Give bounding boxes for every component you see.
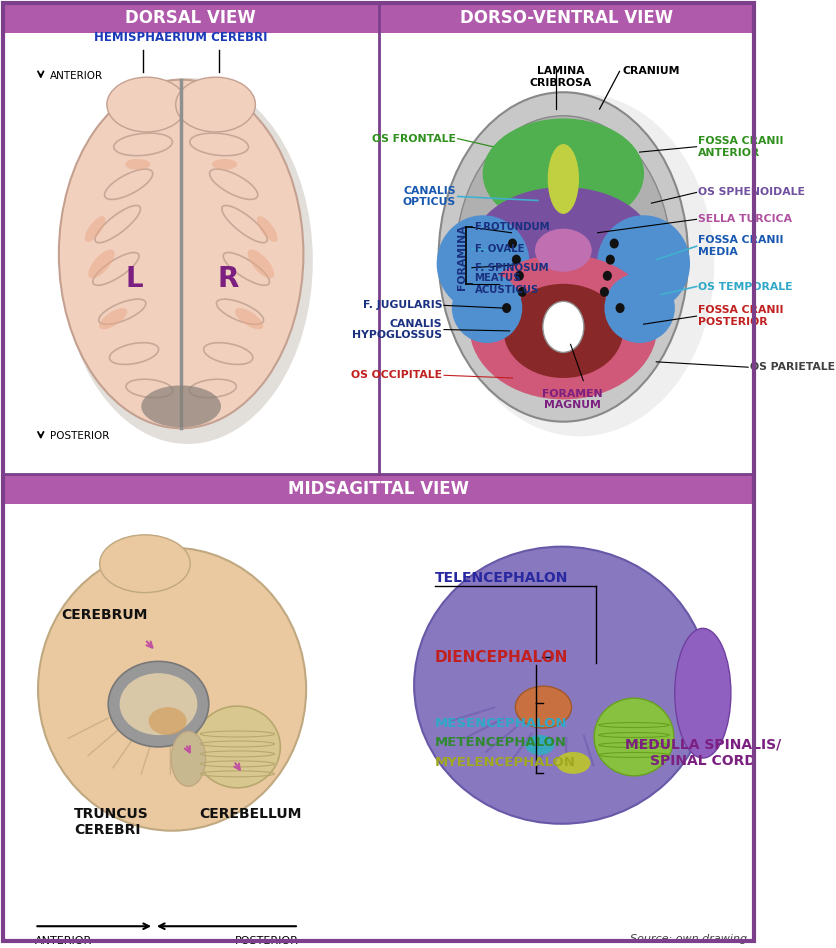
Text: TRUNCUS
CEREBRI: TRUNCUS CEREBRI bbox=[74, 807, 149, 837]
Text: OS OCCIPITALE: OS OCCIPITALE bbox=[351, 371, 442, 380]
Ellipse shape bbox=[107, 77, 186, 132]
Circle shape bbox=[600, 287, 609, 297]
Text: MEDULLA SPINALIS/
SPINAL CORD: MEDULLA SPINALIS/ SPINAL CORD bbox=[624, 738, 781, 768]
Text: MIDSAGITTAL VIEW: MIDSAGITTAL VIEW bbox=[288, 480, 469, 498]
Ellipse shape bbox=[99, 308, 127, 329]
Ellipse shape bbox=[445, 94, 714, 436]
Ellipse shape bbox=[149, 707, 186, 735]
Ellipse shape bbox=[482, 118, 644, 228]
Text: MYELENCEPHALON: MYELENCEPHALON bbox=[435, 757, 576, 770]
Text: MESENCEPHALON: MESENCEPHALON bbox=[435, 717, 568, 730]
Text: CANALIS
HYPOGLOSSUS: CANALIS HYPOGLOSSUS bbox=[352, 319, 442, 340]
Ellipse shape bbox=[525, 735, 554, 755]
Ellipse shape bbox=[62, 78, 313, 444]
Text: DORSAL VIEW: DORSAL VIEW bbox=[125, 9, 256, 27]
Text: METENCEPHALON: METENCEPHALON bbox=[435, 737, 567, 750]
Text: OS SPHENOIDALE: OS SPHENOIDALE bbox=[698, 188, 805, 197]
Ellipse shape bbox=[171, 732, 206, 786]
Circle shape bbox=[515, 271, 524, 281]
Ellipse shape bbox=[439, 92, 688, 422]
Text: CEREBELLUM: CEREBELLUM bbox=[199, 807, 302, 821]
Ellipse shape bbox=[257, 216, 278, 242]
Text: FOSSA CRANII
ANTERIOR: FOSSA CRANII ANTERIOR bbox=[698, 136, 784, 157]
Ellipse shape bbox=[515, 686, 572, 728]
Ellipse shape bbox=[503, 283, 623, 378]
Ellipse shape bbox=[194, 706, 280, 788]
Ellipse shape bbox=[84, 216, 105, 242]
Ellipse shape bbox=[89, 249, 115, 279]
FancyBboxPatch shape bbox=[379, 3, 754, 33]
Ellipse shape bbox=[436, 215, 529, 312]
Circle shape bbox=[508, 239, 517, 248]
Text: Source: own drawing: Source: own drawing bbox=[630, 934, 747, 944]
Circle shape bbox=[502, 303, 511, 313]
Text: CRANIUM: CRANIUM bbox=[622, 66, 680, 77]
Text: FORAMINA: FORAMINA bbox=[457, 224, 467, 290]
Text: OS FRONTALE: OS FRONTALE bbox=[372, 134, 456, 144]
Text: R: R bbox=[217, 264, 239, 293]
Ellipse shape bbox=[675, 629, 731, 758]
Ellipse shape bbox=[548, 144, 579, 214]
FancyBboxPatch shape bbox=[3, 474, 754, 504]
Text: OS PARIETALE: OS PARIETALE bbox=[750, 362, 835, 373]
Text: FOSSA CRANII
POSTERIOR: FOSSA CRANII POSTERIOR bbox=[698, 305, 784, 327]
Text: LAMINA
CRIBROSA: LAMINA CRIBROSA bbox=[529, 66, 592, 87]
Ellipse shape bbox=[597, 215, 690, 312]
Text: POSTERIOR: POSTERIOR bbox=[50, 431, 110, 441]
Ellipse shape bbox=[141, 386, 221, 428]
Text: CANALIS
OPTICUS: CANALIS OPTICUS bbox=[403, 186, 456, 208]
Text: TELENCEPHALON: TELENCEPHALON bbox=[435, 571, 568, 585]
Text: DORSO-VENTRAL VIEW: DORSO-VENTRAL VIEW bbox=[460, 9, 673, 27]
Circle shape bbox=[609, 239, 619, 248]
Text: L: L bbox=[125, 264, 143, 293]
Text: ANTERIOR: ANTERIOR bbox=[50, 71, 103, 81]
Ellipse shape bbox=[473, 187, 654, 305]
Ellipse shape bbox=[543, 301, 584, 353]
Ellipse shape bbox=[176, 77, 256, 132]
Ellipse shape bbox=[247, 249, 274, 279]
Ellipse shape bbox=[604, 273, 675, 343]
Ellipse shape bbox=[414, 547, 709, 824]
Circle shape bbox=[603, 271, 612, 281]
Text: DIENCEPHALON: DIENCEPHALON bbox=[435, 649, 568, 665]
Text: FOSSA CRANII
MEDIA: FOSSA CRANII MEDIA bbox=[698, 235, 784, 257]
Ellipse shape bbox=[235, 308, 263, 329]
Circle shape bbox=[615, 303, 624, 313]
Text: F. JUGULARIS: F. JUGULARIS bbox=[363, 301, 442, 310]
Circle shape bbox=[606, 255, 614, 264]
Ellipse shape bbox=[556, 752, 590, 774]
Ellipse shape bbox=[99, 535, 191, 592]
Ellipse shape bbox=[451, 273, 522, 343]
Text: HEMISPHAERIUM CEREBRI: HEMISPHAERIUM CEREBRI bbox=[94, 31, 268, 45]
FancyBboxPatch shape bbox=[3, 3, 379, 33]
Text: CEREBRUM: CEREBRUM bbox=[62, 608, 148, 622]
Text: FORAMEN
MAGNUM: FORAMEN MAGNUM bbox=[542, 389, 603, 410]
Text: POSTERIOR: POSTERIOR bbox=[235, 937, 299, 946]
Text: F.ROTUNDUM: F.ROTUNDUM bbox=[475, 223, 550, 232]
Ellipse shape bbox=[594, 698, 674, 775]
Text: F. OVALE: F. OVALE bbox=[475, 244, 524, 254]
Ellipse shape bbox=[59, 80, 303, 428]
Ellipse shape bbox=[456, 116, 671, 398]
Text: SELLA TURCICA: SELLA TURCICA bbox=[698, 214, 793, 225]
Ellipse shape bbox=[125, 159, 150, 170]
Text: F. SPINOSUM: F. SPINOSUM bbox=[475, 263, 548, 273]
Circle shape bbox=[517, 287, 527, 297]
Circle shape bbox=[512, 255, 521, 264]
Text: MEATUS
ACUSTICUS: MEATUS ACUSTICUS bbox=[475, 273, 539, 295]
Ellipse shape bbox=[108, 662, 209, 747]
Text: ANTERIOR: ANTERIOR bbox=[34, 937, 92, 946]
Ellipse shape bbox=[120, 673, 197, 735]
Ellipse shape bbox=[470, 254, 657, 399]
Text: OS TEMPORALE: OS TEMPORALE bbox=[698, 282, 793, 292]
Ellipse shape bbox=[38, 548, 306, 830]
Ellipse shape bbox=[212, 159, 237, 170]
Ellipse shape bbox=[535, 228, 592, 272]
